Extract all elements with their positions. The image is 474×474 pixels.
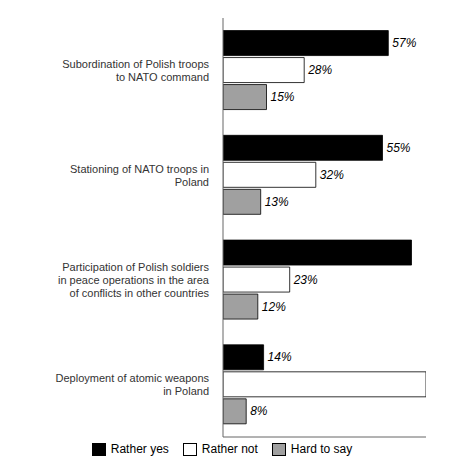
svg-text:14%: 14% xyxy=(268,350,292,364)
svg-text:57%: 57% xyxy=(392,36,416,50)
svg-text:55%: 55% xyxy=(387,141,411,155)
html-text:Rather yes: Rather yes xyxy=(110,442,169,456)
svg-text:Deployment of atomic weaponsin: Deployment of atomic weaponsin Poland xyxy=(56,372,210,397)
svg-text:8%: 8% xyxy=(250,404,268,418)
html-text:Hard to say: Hard to say xyxy=(290,442,353,456)
svg-text:13%: 13% xyxy=(265,195,289,209)
svg-text:Participation of Polish soldie: Participation of Polish soldiersin peace… xyxy=(58,261,210,299)
svg-text:32%: 32% xyxy=(320,168,344,182)
html-text:Rather not: Rather not xyxy=(201,442,258,456)
svg-text:28%: 28% xyxy=(307,63,332,77)
svg-text:Stationing of NATO troops inPo: Stationing of NATO troops inPoland xyxy=(70,163,209,188)
svg-text:Subordination of Polish troops: Subordination of Polish troopsto NATO co… xyxy=(62,58,209,83)
svg-text:12%: 12% xyxy=(262,300,286,314)
svg-text:15%: 15% xyxy=(271,90,295,104)
svg-text:23%: 23% xyxy=(293,273,318,287)
